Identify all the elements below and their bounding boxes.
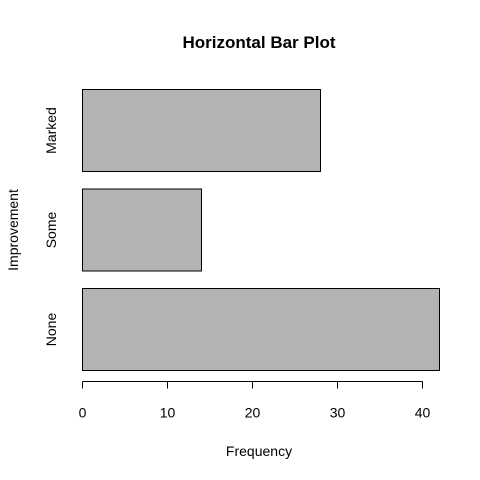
- chart-title: Horizontal Bar Plot: [182, 33, 335, 52]
- x-tick-label: 0: [79, 405, 87, 421]
- x-tick-label: 30: [330, 405, 346, 421]
- y-tick-labels: None Some Marked: [43, 107, 59, 346]
- y-tick-label-marked: Marked: [43, 107, 59, 154]
- x-tick-label: 10: [160, 405, 176, 421]
- x-tick-label: 20: [245, 405, 261, 421]
- y-axis-label: Improvement: [5, 189, 21, 271]
- y-tick-label-none: None: [43, 313, 59, 347]
- y-tick-label-some: Some: [43, 212, 59, 249]
- bar-some: [82, 188, 202, 272]
- bar-marked: [82, 89, 321, 172]
- x-tick-label: 40: [415, 405, 431, 421]
- x-axis: 0 10 20 30 40: [79, 381, 431, 421]
- x-axis-label: Frequency: [226, 443, 292, 459]
- bars-group: [82, 89, 440, 371]
- bar-none: [82, 288, 440, 371]
